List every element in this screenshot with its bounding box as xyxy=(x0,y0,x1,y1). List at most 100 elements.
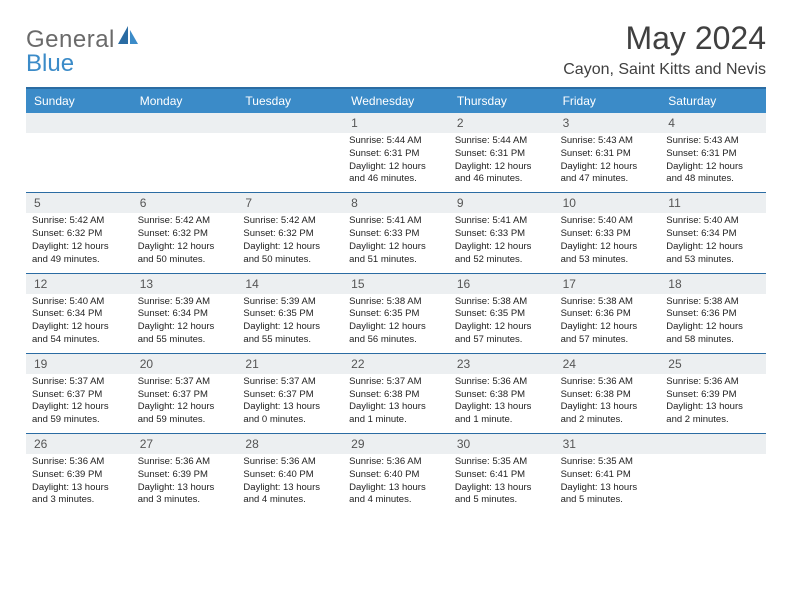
sunrise-text: Sunrise: 5:39 AM xyxy=(138,296,232,309)
sunrise-text: Sunrise: 5:42 AM xyxy=(243,215,337,228)
day-number: 5 xyxy=(26,193,132,213)
sunrise-text: Sunrise: 5:39 AM xyxy=(243,296,337,309)
day-details: Sunrise: 5:37 AMSunset: 6:37 PMDaylight:… xyxy=(237,374,343,433)
sunrise-text: Sunrise: 5:36 AM xyxy=(32,456,126,469)
sunset-text: Sunset: 6:32 PM xyxy=(138,228,232,241)
week-row: 12131415161718Sunrise: 5:40 AMSunset: 6:… xyxy=(26,273,766,353)
week-row: 567891011Sunrise: 5:42 AMSunset: 6:32 PM… xyxy=(26,192,766,272)
day-details: Sunrise: 5:37 AMSunset: 6:37 PMDaylight:… xyxy=(132,374,238,433)
day-details: Sunrise: 5:37 AMSunset: 6:38 PMDaylight:… xyxy=(343,374,449,433)
day-details: Sunrise: 5:36 AMSunset: 6:40 PMDaylight:… xyxy=(237,454,343,513)
sunrise-text: Sunrise: 5:37 AM xyxy=(243,376,337,389)
daylight-text: Daylight: 12 hours and 50 minutes. xyxy=(138,241,232,267)
dow-header: Sunday xyxy=(26,89,132,113)
week-row: 19202122232425Sunrise: 5:37 AMSunset: 6:… xyxy=(26,353,766,433)
day-details: Sunrise: 5:36 AMSunset: 6:39 PMDaylight:… xyxy=(132,454,238,513)
day-details: Sunrise: 5:42 AMSunset: 6:32 PMDaylight:… xyxy=(132,213,238,272)
sunrise-text: Sunrise: 5:44 AM xyxy=(455,135,549,148)
sunrise-text: Sunrise: 5:36 AM xyxy=(666,376,760,389)
sunrise-text: Sunrise: 5:38 AM xyxy=(666,296,760,309)
day-details: Sunrise: 5:36 AMSunset: 6:39 PMDaylight:… xyxy=(26,454,132,513)
daylight-text: Daylight: 12 hours and 48 minutes. xyxy=(666,161,760,187)
sunrise-text: Sunrise: 5:36 AM xyxy=(561,376,655,389)
sunrise-text: Sunrise: 5:38 AM xyxy=(349,296,443,309)
day-details: Sunrise: 5:36 AMSunset: 6:39 PMDaylight:… xyxy=(660,374,766,433)
day-details: Sunrise: 5:41 AMSunset: 6:33 PMDaylight:… xyxy=(343,213,449,272)
day-number: 16 xyxy=(449,274,555,294)
brand-word-2: Blue xyxy=(26,50,74,78)
day-number: 27 xyxy=(132,434,238,454)
day-number: 2 xyxy=(449,113,555,133)
sunset-text: Sunset: 6:31 PM xyxy=(349,148,443,161)
dow-header: Tuesday xyxy=(237,89,343,113)
sunrise-text: Sunrise: 5:35 AM xyxy=(455,456,549,469)
day-number xyxy=(132,113,238,133)
day-number: 18 xyxy=(660,274,766,294)
sunrise-text: Sunrise: 5:42 AM xyxy=(138,215,232,228)
daylight-text: Daylight: 13 hours and 5 minutes. xyxy=(561,482,655,508)
daylight-text: Daylight: 13 hours and 2 minutes. xyxy=(561,401,655,427)
daylight-text: Daylight: 13 hours and 3 minutes. xyxy=(138,482,232,508)
day-details xyxy=(26,133,132,192)
sunset-text: Sunset: 6:40 PM xyxy=(349,469,443,482)
day-number: 4 xyxy=(660,113,766,133)
day-details: Sunrise: 5:43 AMSunset: 6:31 PMDaylight:… xyxy=(555,133,661,192)
sunset-text: Sunset: 6:35 PM xyxy=(455,308,549,321)
daylight-text: Daylight: 12 hours and 53 minutes. xyxy=(561,241,655,267)
day-details xyxy=(237,133,343,192)
sunrise-text: Sunrise: 5:38 AM xyxy=(561,296,655,309)
location-label: Cayon, Saint Kitts and Nevis xyxy=(563,61,766,79)
sunset-text: Sunset: 6:38 PM xyxy=(349,389,443,402)
day-number: 8 xyxy=(343,193,449,213)
daylight-text: Daylight: 12 hours and 59 minutes. xyxy=(32,401,126,427)
sunrise-text: Sunrise: 5:36 AM xyxy=(455,376,549,389)
day-number: 13 xyxy=(132,274,238,294)
daylight-text: Daylight: 12 hours and 47 minutes. xyxy=(561,161,655,187)
daylight-text: Daylight: 13 hours and 2 minutes. xyxy=(666,401,760,427)
day-number: 3 xyxy=(555,113,661,133)
day-details: Sunrise: 5:42 AMSunset: 6:32 PMDaylight:… xyxy=(26,213,132,272)
brand-logo: General xyxy=(26,20,142,54)
daylight-text: Daylight: 12 hours and 53 minutes. xyxy=(666,241,760,267)
day-number xyxy=(237,113,343,133)
sunset-text: Sunset: 6:37 PM xyxy=(138,389,232,402)
sunset-text: Sunset: 6:34 PM xyxy=(138,308,232,321)
sunrise-text: Sunrise: 5:40 AM xyxy=(561,215,655,228)
day-number: 28 xyxy=(237,434,343,454)
sunset-text: Sunset: 6:36 PM xyxy=(561,308,655,321)
sunset-text: Sunset: 6:32 PM xyxy=(243,228,337,241)
daylight-text: Daylight: 12 hours and 59 minutes. xyxy=(138,401,232,427)
sunrise-text: Sunrise: 5:37 AM xyxy=(349,376,443,389)
daylight-text: Daylight: 12 hours and 50 minutes. xyxy=(243,241,337,267)
daylight-text: Daylight: 13 hours and 4 minutes. xyxy=(349,482,443,508)
daylight-text: Daylight: 12 hours and 54 minutes. xyxy=(32,321,126,347)
daylight-text: Daylight: 12 hours and 51 minutes. xyxy=(349,241,443,267)
daylight-text: Daylight: 13 hours and 0 minutes. xyxy=(243,401,337,427)
sunrise-text: Sunrise: 5:37 AM xyxy=(32,376,126,389)
day-number xyxy=(660,434,766,454)
dow-header: Monday xyxy=(132,89,238,113)
day-details: Sunrise: 5:36 AMSunset: 6:38 PMDaylight:… xyxy=(449,374,555,433)
week-row: 262728293031Sunrise: 5:36 AMSunset: 6:39… xyxy=(26,433,766,513)
day-number: 15 xyxy=(343,274,449,294)
sunset-text: Sunset: 6:39 PM xyxy=(32,469,126,482)
day-details xyxy=(660,454,766,513)
sunset-text: Sunset: 6:40 PM xyxy=(243,469,337,482)
week-row: 1234Sunrise: 5:44 AMSunset: 6:31 PMDayli… xyxy=(26,113,766,192)
day-details: Sunrise: 5:44 AMSunset: 6:31 PMDaylight:… xyxy=(449,133,555,192)
sunset-text: Sunset: 6:34 PM xyxy=(666,228,760,241)
daylight-text: Daylight: 12 hours and 55 minutes. xyxy=(138,321,232,347)
sail-icon xyxy=(118,26,140,51)
day-details: Sunrise: 5:41 AMSunset: 6:33 PMDaylight:… xyxy=(449,213,555,272)
day-number: 23 xyxy=(449,354,555,374)
sunrise-text: Sunrise: 5:41 AM xyxy=(455,215,549,228)
daylight-text: Daylight: 12 hours and 46 minutes. xyxy=(349,161,443,187)
sunrise-text: Sunrise: 5:38 AM xyxy=(455,296,549,309)
daylight-text: Daylight: 12 hours and 56 minutes. xyxy=(349,321,443,347)
day-number: 21 xyxy=(237,354,343,374)
daylight-text: Daylight: 13 hours and 1 minute. xyxy=(455,401,549,427)
day-number: 19 xyxy=(26,354,132,374)
sunrise-text: Sunrise: 5:41 AM xyxy=(349,215,443,228)
sunset-text: Sunset: 6:41 PM xyxy=(561,469,655,482)
day-details: Sunrise: 5:37 AMSunset: 6:37 PMDaylight:… xyxy=(26,374,132,433)
